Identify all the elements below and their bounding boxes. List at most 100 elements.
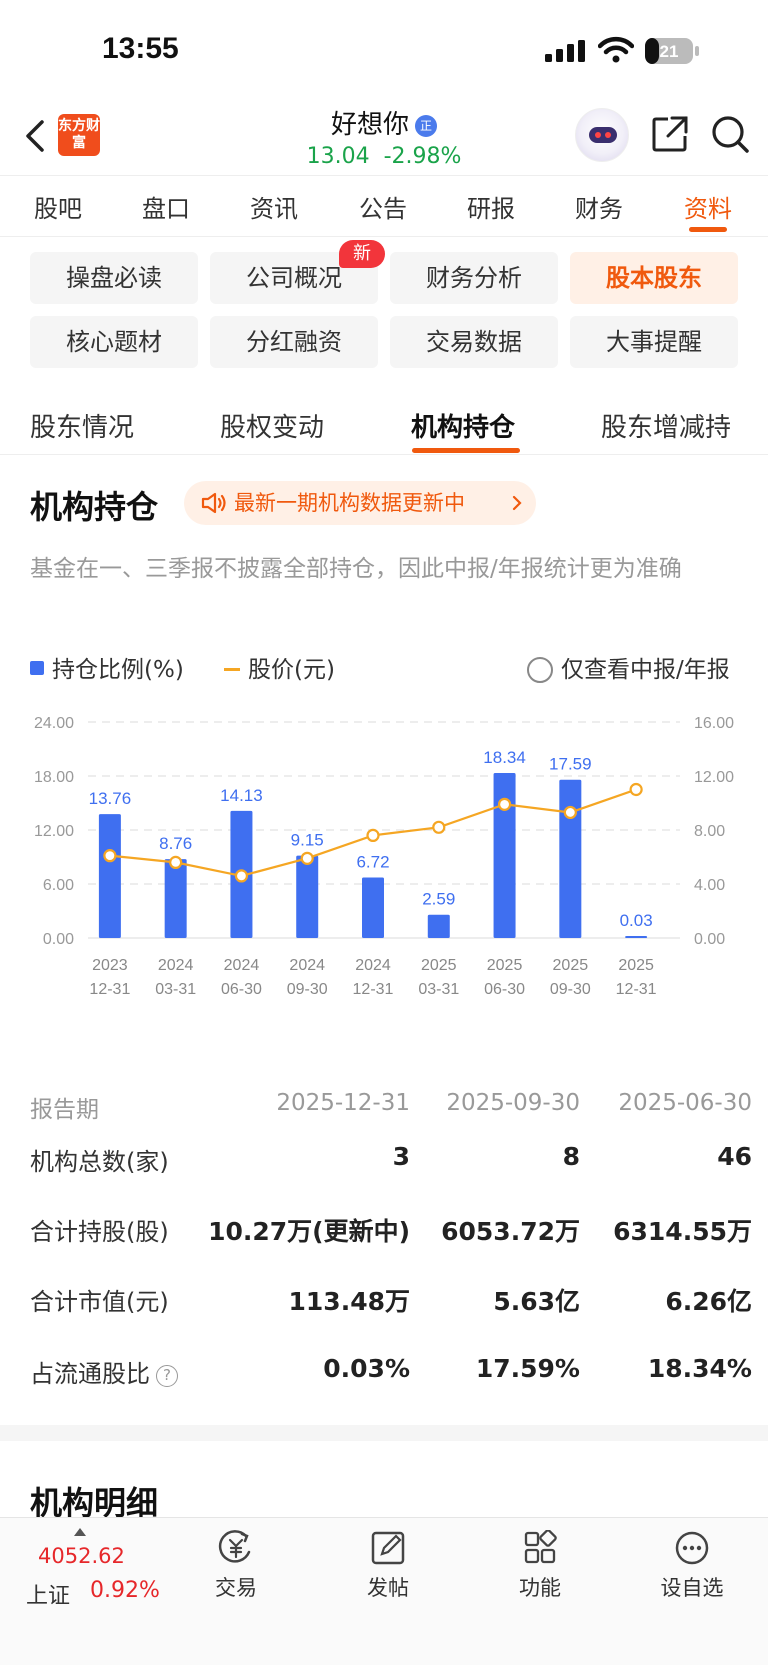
subtab-institutional[interactable]: 机构持仓 <box>411 413 516 443</box>
tab-profile[interactable]: 资料 <box>684 195 732 223</box>
tab-pankou[interactable]: 盘口 <box>142 195 190 223</box>
section-title: 机构持仓 <box>30 488 159 526</box>
battery-icon: 21 <box>645 38 699 64</box>
legend-bar-label: 持仓比例(%) <box>52 657 184 683</box>
tab-guba[interactable]: 股吧 <box>34 195 82 223</box>
legend-bars[interactable]: 持仓比例(%) <box>30 650 184 684</box>
x-tick-date: 09-30 <box>287 981 328 998</box>
index-change[interactable]: 0.92% <box>90 1578 160 1603</box>
header-period: 2025-09-30 <box>446 1090 580 1116</box>
subtab-equity-changes[interactable]: 股权变动 <box>220 413 325 443</box>
table-row: 合计市值(元) 113.48万 5.63亿 6.26亿 <box>0 1282 768 1322</box>
price-point <box>497 797 512 811</box>
tab-news[interactable]: 资讯 <box>250 195 298 223</box>
bar <box>296 855 319 938</box>
nav-watchlist[interactable]: 设自选 <box>642 1530 742 1602</box>
legend-line[interactable]: 股价(元) <box>224 650 335 684</box>
x-tick-year: 2025 <box>618 957 654 974</box>
nav-post-label: 发帖 <box>367 1576 409 1600</box>
x-tick-date: 06-30 <box>221 981 262 998</box>
bar-value-label: 8.76 <box>159 834 192 853</box>
bar-value-label: 14.13 <box>220 786 263 805</box>
row-value: 3 <box>392 1142 410 1171</box>
bottom-bar: 4052.62 上证 0.92% 交易 发帖 功能 设自选 <box>0 1517 768 1665</box>
half-annual-toggle[interactable]: 仅查看中报/年报 <box>527 650 730 684</box>
chip-dividend-financing[interactable]: 分红融资 <box>210 316 378 368</box>
row-value: 5.63亿 <box>493 1287 580 1316</box>
row-value: 10.27万(更新中) <box>208 1217 410 1246</box>
chip-trading-must-read[interactable]: 操盘必读 <box>30 252 198 304</box>
status-time: 13:55 <box>102 32 179 65</box>
x-tick-date: 06-30 <box>484 981 525 998</box>
row-value: 113.48万 <box>288 1287 410 1316</box>
row-value: 46 <box>717 1142 752 1171</box>
update-notice[interactable]: 最新一期机构数据更新中 <box>184 481 536 525</box>
row-value: 6053.72万 <box>441 1217 580 1246</box>
y-left-tick: 24.00 <box>34 715 74 732</box>
subtab-holding-changes[interactable]: 股东增减持 <box>601 413 732 443</box>
bar <box>98 814 121 938</box>
radio-icon <box>527 657 553 683</box>
chip-share-capital[interactable]: 股本股东 <box>570 252 738 304</box>
expand-up-icon[interactable] <box>74 1528 86 1536</box>
chip-events[interactable]: 大事提醒 <box>570 316 738 368</box>
chip-core-themes[interactable]: 核心题材 <box>30 316 198 368</box>
nav-trade[interactable]: 交易 <box>186 1530 286 1602</box>
chip-trading-data[interactable]: 交易数据 <box>390 316 558 368</box>
app-logo: 东方财富 <box>58 114 100 156</box>
disclosure-note: 基金在一、三季报不披露全部持仓，因此中报/年报统计更为准确 <box>30 556 682 582</box>
x-tick-year: 2023 <box>92 957 128 974</box>
nav-functions[interactable]: 功能 <box>490 1530 590 1602</box>
table-row: 机构总数(家) 3 8 46 <box>0 1142 768 1182</box>
share-icon[interactable] <box>650 114 690 154</box>
tab-research[interactable]: 研报 <box>467 195 515 223</box>
speaker-icon <box>201 492 226 514</box>
index-value[interactable]: 4052.62 <box>38 1544 125 1568</box>
y-right-tick: 16.00 <box>694 715 734 732</box>
y-right-tick: 0.00 <box>694 931 725 948</box>
table-row: 合计持股(股) 10.27万(更新中) 6053.72万 6314.55万 <box>0 1212 768 1252</box>
nav-functions-label: 功能 <box>519 1576 561 1600</box>
signal-icon <box>545 40 585 62</box>
new-badge: 新 <box>339 240 385 268</box>
x-tick-date: 09-30 <box>550 981 591 998</box>
section2-title: 机构明细 <box>30 1484 159 1522</box>
x-tick-date: 12-31 <box>353 981 394 998</box>
index-name[interactable]: 上证 <box>26 1584 71 1609</box>
x-tick-year: 2024 <box>158 957 194 974</box>
row-label: 机构总数(家) <box>30 1148 169 1176</box>
row-value: 8 <box>562 1142 580 1171</box>
stock-change: -2.98% <box>383 144 462 169</box>
bar-value-label: 0.03 <box>620 911 653 930</box>
subtab-shareholders[interactable]: 股东情况 <box>30 413 135 443</box>
chip-financial-analysis[interactable]: 财务分析 <box>390 252 558 304</box>
trade-icon <box>218 1530 251 1563</box>
nav-post[interactable]: 发帖 <box>338 1530 438 1602</box>
assistant-avatar[interactable] <box>575 108 629 162</box>
bar <box>559 779 582 938</box>
price-point <box>103 849 117 863</box>
status-bar: 13:55 21 <box>0 0 768 100</box>
x-tick-date: 12-31 <box>616 981 657 998</box>
search-icon[interactable] <box>710 114 750 154</box>
x-tick-date: 03-31 <box>155 981 196 998</box>
wifi-icon <box>598 36 634 63</box>
y-right-tick: 8.00 <box>694 823 725 840</box>
legend-bar-swatch <box>30 661 44 675</box>
bar-value-label: 6.72 <box>356 853 389 872</box>
tab-underline <box>689 227 727 232</box>
back-icon[interactable] <box>22 114 50 158</box>
x-tick-year: 2025 <box>487 957 523 974</box>
row-value: 0.03% <box>323 1354 410 1383</box>
stock-title: 好想你正 <box>0 104 768 141</box>
x-tick-date: 03-31 <box>418 981 459 998</box>
help-icon[interactable]: ? <box>156 1365 178 1387</box>
row-value: 6.26亿 <box>665 1287 752 1316</box>
tab-finance[interactable]: 财务 <box>575 195 623 223</box>
header-period: 2025-12-31 <box>276 1090 410 1116</box>
bar-value-label: 9.15 <box>291 831 324 850</box>
y-left-tick: 6.00 <box>43 877 74 894</box>
row-value: 18.34% <box>647 1354 752 1383</box>
legend-line-label: 股价(元) <box>248 657 335 683</box>
tab-announcements[interactable]: 公告 <box>359 195 407 223</box>
